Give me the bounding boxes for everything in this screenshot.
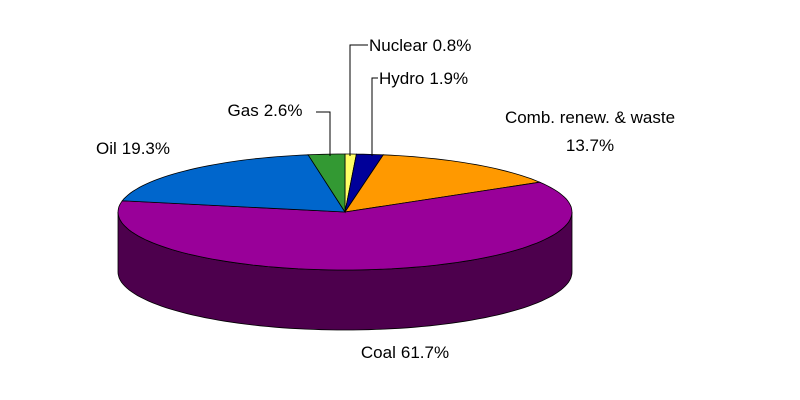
labels: Nuclear 0.8% Hydro 1.9% Comb. renew. & waste… (96, 36, 675, 362)
slice-label: Coal 61.7% (361, 343, 449, 362)
value-label: 19.3% (122, 139, 170, 158)
value-label: 61.7% (401, 343, 449, 362)
slice (121, 154, 346, 213)
slice-label: Nuclear 0.8% (369, 36, 471, 55)
value-label: 1.9% (429, 69, 468, 88)
slice-label: Gas 2.6% (228, 101, 303, 120)
category-label: Hydro (379, 69, 424, 88)
category-label: Gas (228, 101, 259, 120)
leader-line (349, 44, 368, 156)
slice-label: Comb. renew. & waste 13.7% (505, 108, 675, 155)
slice-label: Oil 19.3% (96, 139, 170, 158)
leader-line (316, 111, 331, 156)
value-label: 13.7% (566, 136, 614, 155)
category-label: Coal (361, 343, 396, 362)
category-label: Oil (96, 139, 117, 158)
slice-label: Hydro 1.9% (379, 69, 468, 88)
pie-tops (117, 153, 573, 271)
value-label: 2.6% (264, 101, 303, 120)
slice (307, 153, 346, 214)
slice (117, 181, 573, 271)
value-label: 0.8% (433, 36, 472, 55)
category-label: Nuclear (369, 36, 428, 55)
category-label: Comb. renew. & waste (505, 108, 675, 127)
leader-line (371, 77, 378, 156)
slice (344, 154, 542, 213)
